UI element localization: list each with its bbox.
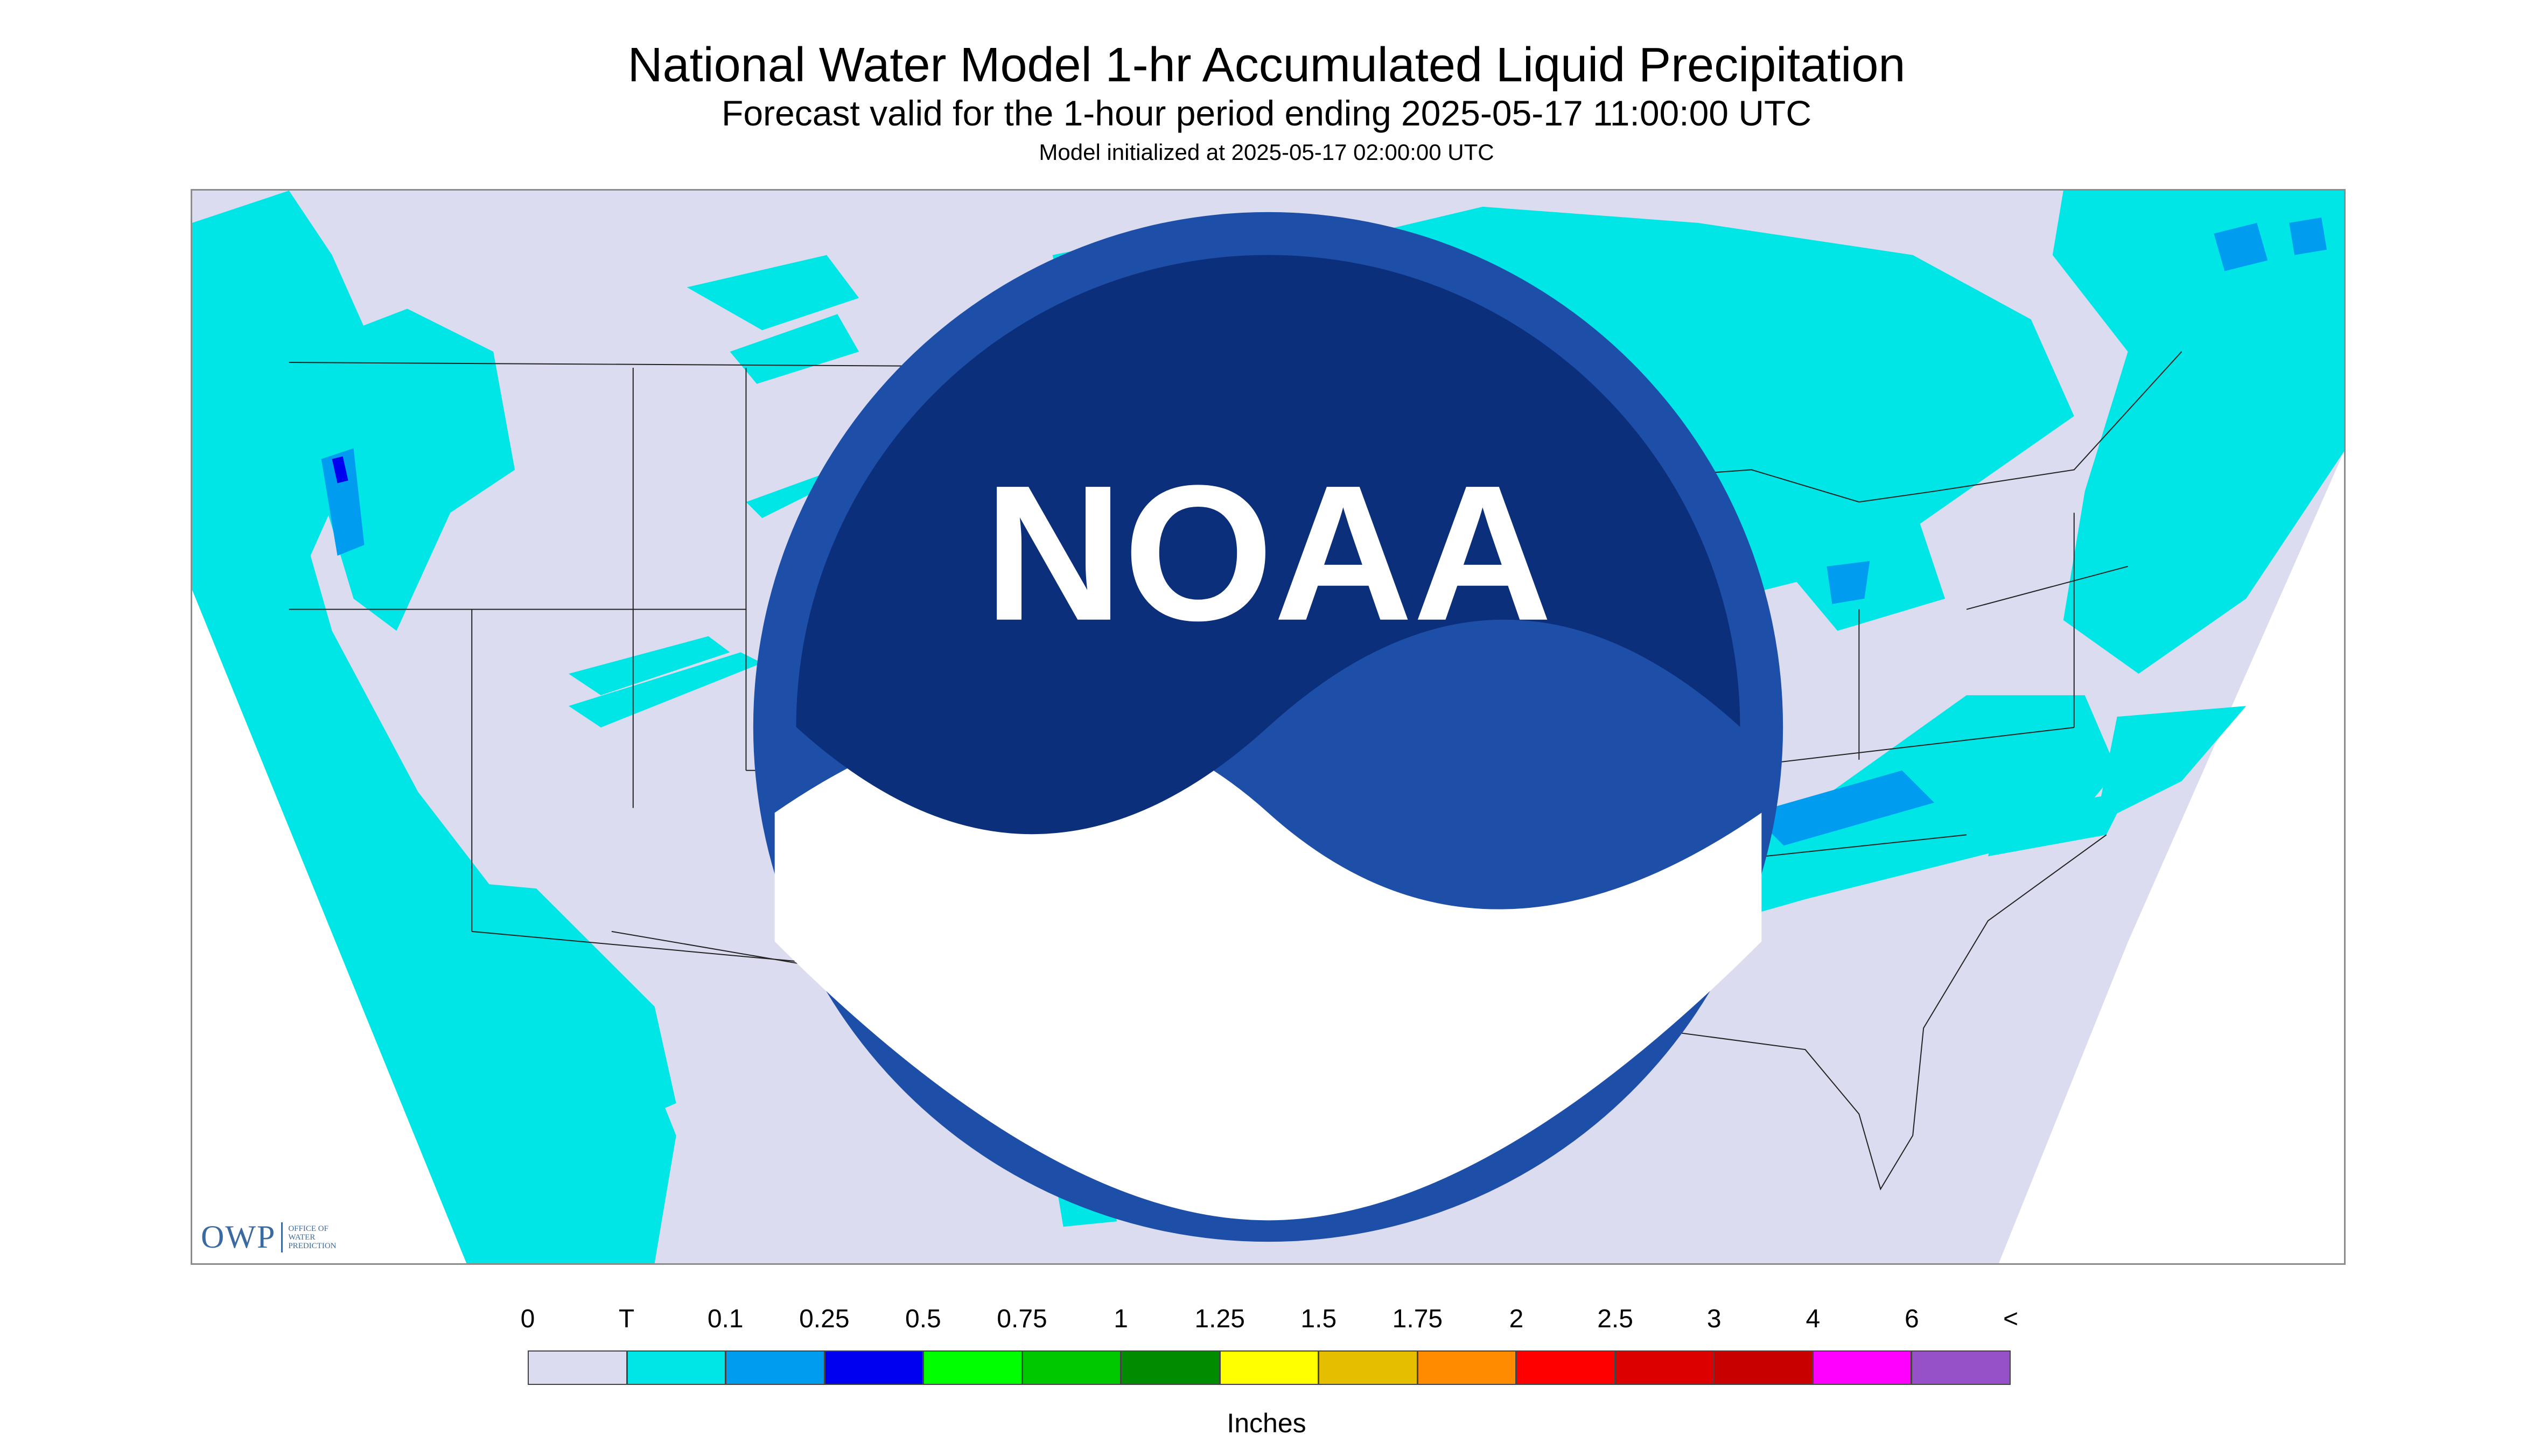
precip-light-ne-2 (2289, 217, 2327, 255)
legend-label-2: 0.1 (707, 1305, 744, 1333)
legend-swatch-4 (923, 1350, 1022, 1385)
legend-swatch-12 (1713, 1350, 1813, 1385)
model-init-time: Model initialized at 2025-05-17 02:00:00… (1039, 139, 1494, 165)
legend-swatch-10 (1516, 1350, 1615, 1385)
owp-logo-divider (281, 1222, 283, 1252)
legend-label-7: 1.25 (1194, 1305, 1245, 1333)
precip-light-ne (2214, 222, 2268, 271)
legend-units: Inches (1227, 1408, 1306, 1438)
legend-swatch-0 (528, 1350, 627, 1385)
legend-swatch-13 (1812, 1350, 1912, 1385)
legend-label-0: 0 (520, 1305, 535, 1333)
state-lines-east (1617, 513, 2128, 863)
legend-swatch-5 (1021, 1350, 1121, 1385)
legend-swatch-11 (1614, 1350, 1714, 1385)
legend-swatch-6 (1121, 1350, 1220, 1385)
legend-swatch-1 (626, 1350, 726, 1385)
owp-logo: OWP OFFICE OF WATER PREDICTION (201, 1219, 347, 1256)
legend-label-4: 0.5 (905, 1305, 941, 1333)
legend-label-8: 1.5 (1300, 1305, 1337, 1333)
precip-idaho-montana (687, 255, 859, 331)
precip-montana-2 (730, 314, 859, 384)
precip-light-ohio (1827, 561, 1870, 604)
legend-label-11: 2.5 (1597, 1305, 1633, 1333)
legend-swatch-9 (1417, 1350, 1516, 1385)
legend-swatch-8 (1318, 1350, 1417, 1385)
legend-swatch-7 (1219, 1350, 1319, 1385)
legend-label-14: 6 (1905, 1305, 1919, 1333)
legend-label-1: T (618, 1305, 635, 1333)
legend-swatch-3 (824, 1350, 923, 1385)
noaa-logo: NOAA (753, 212, 1783, 1242)
legend-label-9: 1.75 (1392, 1305, 1443, 1333)
precip-colorado-streak (568, 652, 762, 727)
legend-labels: 0 T 0.1 0.25 0.5 0.75 1 1.25 1.5 1.75 2 2.5 3 4 6 < (0, 1303, 2533, 1335)
legend-label-3: 0.25 (799, 1305, 850, 1333)
legend-label-6: 1 (1114, 1305, 1128, 1333)
precip-utah-streak (568, 636, 730, 696)
precip-light-southeast (1751, 770, 1935, 846)
precip-pacific-nw (267, 309, 515, 631)
legend-color-bar (528, 1350, 2011, 1385)
noaa-logo-text: NOAA (984, 445, 1552, 661)
precip-baja-offshore (418, 878, 676, 1136)
legend-label-5: 0.75 (997, 1305, 1047, 1333)
precipitation-map: OWP OFFICE OF WATER PREDICTION NOAA (191, 189, 2346, 1265)
legend-label-12: 3 (1706, 1305, 1722, 1333)
chart-title: National Water Model 1-hr Accumulated Li… (627, 38, 1906, 92)
legend-swatch-2 (725, 1350, 824, 1385)
light-precip-areas (321, 217, 2327, 846)
legend-label-15: < (2003, 1305, 2019, 1333)
legend-swatch-14 (1911, 1350, 2011, 1385)
precip-atlantic-offshore (2095, 706, 2247, 824)
precip-light-nw (321, 448, 365, 556)
legend-label-13: 4 (1806, 1305, 1821, 1333)
owp-logo-text: OFFICE OF WATER PREDICTION (288, 1224, 337, 1250)
legend-label-10: 2 (1509, 1305, 1524, 1333)
chart-subtitle: Forecast valid for the 1-hour period end… (722, 93, 1811, 133)
precip-new-england (2052, 191, 2344, 674)
owp-logo-mark: OWP (201, 1219, 276, 1255)
precip-moderate-nw (332, 456, 348, 484)
